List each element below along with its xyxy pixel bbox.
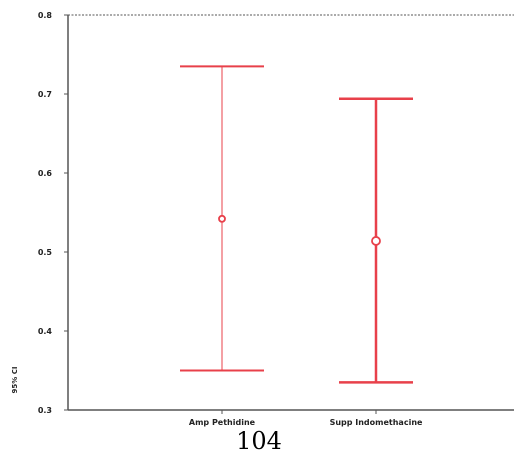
y-tick-label: 0.5 [38, 248, 53, 257]
chart-axes [64, 14, 514, 414]
y-tick-label: 0.6 [38, 169, 53, 178]
x-category-labels: Amp Pethidine Supp Indomethacine [189, 418, 423, 427]
y-tick-label: 0.4 [38, 327, 53, 336]
y-tick-label: 0.8 [38, 11, 53, 20]
y-axis-label: 95% CI [11, 367, 19, 394]
y-tick-labels: 0.3 0.4 0.5 0.6 0.7 0.8 [38, 11, 53, 415]
y-tick-label: 0.3 [38, 406, 52, 415]
x-category-label: Amp Pethidine [189, 418, 256, 427]
page-number: 104 [236, 427, 282, 455]
mean-marker [218, 214, 226, 223]
error-bars [180, 65, 413, 384]
y-tick-label: 0.7 [38, 90, 52, 99]
mean-marker [371, 236, 381, 246]
x-category-label: Supp Indomethacine [330, 418, 423, 427]
